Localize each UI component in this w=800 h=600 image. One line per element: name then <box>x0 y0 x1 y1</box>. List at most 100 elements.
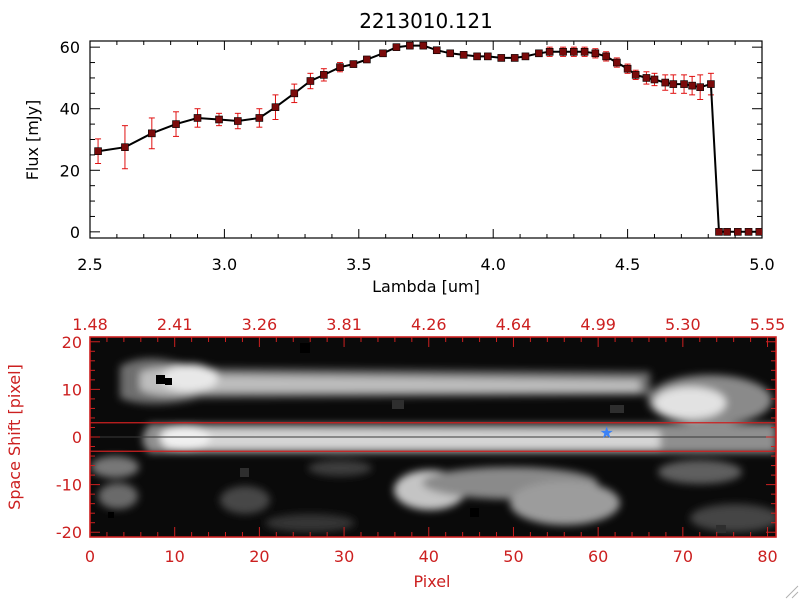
top-plot-frame <box>89 40 763 239</box>
flux-data-point <box>688 81 696 90</box>
wavelength-tick-label: 3.81 <box>326 315 362 334</box>
top-x-tick-label: 3.0 <box>212 255 237 274</box>
wavelength-tick-label: 4.99 <box>580 315 616 334</box>
flux-data-point <box>521 52 530 61</box>
flux-data-point <box>419 41 428 50</box>
flux-data-point <box>650 75 659 84</box>
flux-data-point <box>744 228 753 236</box>
space-shift-tick-labels: -20 -10 0 10 20 <box>56 333 82 542</box>
wavelength-tick-label: 5.55 <box>750 315 786 334</box>
pixel-tick-label: 20 <box>249 547 269 566</box>
flux-data-point <box>580 47 589 56</box>
flux-data-point <box>669 80 678 88</box>
flux-data-point <box>215 115 223 124</box>
pixel-tick-labels: 0 10 20 30 40 50 60 70 80 <box>85 547 778 566</box>
top-x-tick-label: 4.0 <box>480 255 505 274</box>
flux-data-point <box>406 41 414 50</box>
resize-grip-icon[interactable] <box>785 585 799 599</box>
pixel-tick-label: 40 <box>419 547 439 566</box>
flux-data-point <box>707 80 715 88</box>
flux-data-point <box>363 55 371 64</box>
top-y-tick-label: 20 <box>60 161 80 180</box>
flux-data-point <box>255 114 264 122</box>
top-x-tick-label: 4.5 <box>615 255 640 274</box>
flux-data-point <box>172 120 180 128</box>
flux-data-point <box>723 228 731 236</box>
top-y-tick-label: 40 <box>60 100 80 119</box>
flux-data-point <box>271 103 280 111</box>
top-y-axis-label: Flux [mJy] <box>23 100 42 181</box>
flux-data-point <box>510 54 519 62</box>
flux-spectrum-plot: 2213010.121 2.5 3.0 3.5 4.0 4.5 5.0 0 20 40 60 L… <box>23 9 775 296</box>
top-x-axis-label: Lambda [um] <box>372 277 480 296</box>
spectral-image-plot: ★ 0 10 20 30 40 50 60 70 80 1.48 2.41 3.26 3.81 4.26… <box>5 315 785 591</box>
flux-markers <box>94 41 762 236</box>
flux-data-point <box>591 49 600 58</box>
wavelength-tick-label: 3.26 <box>242 315 278 334</box>
flux-data-point <box>613 58 621 67</box>
pixel-axis-label: Pixel <box>413 572 450 591</box>
flux-data-point <box>734 228 742 236</box>
top-x-tick-label: 5.0 <box>749 255 774 274</box>
flux-data-point <box>545 47 554 56</box>
flux-data-point <box>306 77 315 85</box>
flux-data-point <box>94 147 102 155</box>
wavelength-tick-label: 1.48 <box>72 315 108 334</box>
flux-data-point <box>148 129 156 138</box>
space-shift-axis-label: Space Shift [pixel] <box>5 364 24 510</box>
flux-data-point <box>432 46 441 55</box>
top-x-tick-label: 2.5 <box>77 255 102 274</box>
flux-data-point <box>484 52 492 61</box>
flux-data-point <box>193 114 202 122</box>
top-y-tick-label: 60 <box>60 38 80 57</box>
flux-data-point <box>570 47 578 56</box>
pixel-tick-label: 70 <box>673 547 693 566</box>
pixel-tick-label: 10 <box>165 547 185 566</box>
pixel-tick-label: 80 <box>757 547 777 566</box>
flux-data-point <box>602 52 610 61</box>
pixel-tick-label: 30 <box>334 547 354 566</box>
flux-data-point <box>535 49 543 58</box>
flux-data-point <box>559 47 567 56</box>
space-shift-tick-label: 10 <box>62 380 82 399</box>
flux-data-point <box>234 117 242 125</box>
flux-data-point <box>349 60 358 68</box>
flux-data-point <box>661 78 670 87</box>
wavelength-tick-label: 2.41 <box>157 315 193 334</box>
pixel-tick-label: 60 <box>588 547 608 566</box>
top-y-tick-label: 0 <box>70 223 80 242</box>
top-plot-ticks <box>89 41 763 238</box>
space-shift-tick-label: -10 <box>56 476 82 495</box>
chart-title: 2213010.121 <box>359 9 493 33</box>
pixel-tick-label: 0 <box>85 547 95 566</box>
flux-data-point <box>336 63 344 71</box>
flux-data-point <box>290 89 299 98</box>
error-bars <box>95 42 714 170</box>
flux-data-point <box>715 228 723 236</box>
flux-data-point <box>755 228 762 236</box>
flux-data-point <box>446 49 454 58</box>
flux-series-line <box>97 44 760 233</box>
flux-data-point <box>642 74 651 82</box>
space-shift-tick-label: -20 <box>56 523 82 542</box>
flux-data-point <box>320 71 328 79</box>
flux-data-point <box>379 49 387 58</box>
wavelength-tick-label: 4.26 <box>411 315 447 334</box>
space-shift-tick-label: 20 <box>62 333 82 352</box>
wavelength-tick-label: 5.30 <box>665 315 701 334</box>
flux-data-point <box>631 71 640 79</box>
space-shift-tick-label: 0 <box>72 428 82 447</box>
spectral-image <box>90 337 776 537</box>
flux-data-point <box>392 43 401 51</box>
flux-data-point <box>497 54 506 62</box>
flux-data-point <box>121 143 129 151</box>
pixel-tick-label: 50 <box>503 547 523 566</box>
wavelength-tick-label: 4.64 <box>496 315 532 334</box>
flux-data-point <box>459 51 468 59</box>
flux-data-point <box>473 52 481 61</box>
source-star-marker: ★ <box>599 423 613 442</box>
top-x-tick-label: 3.5 <box>346 255 371 274</box>
flux-data-point <box>696 83 704 91</box>
top-x-tick-labels: 2.5 3.0 3.5 4.0 4.5 5.0 <box>77 255 774 274</box>
wavelength-tick-labels: 1.48 2.41 3.26 3.81 4.26 4.64 4.99 5.30 5.55 <box>72 315 785 334</box>
